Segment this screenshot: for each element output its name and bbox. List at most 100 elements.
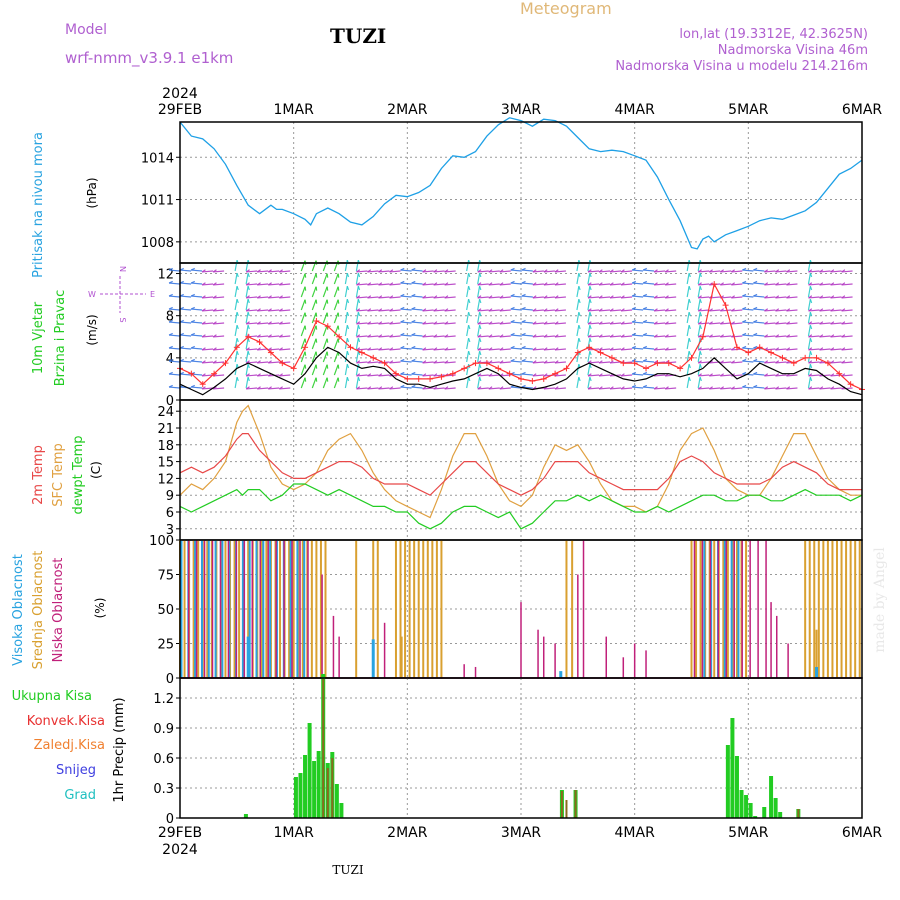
wind-arrowhead xyxy=(278,308,283,312)
wind-arrow xyxy=(367,270,379,273)
wind-arrow xyxy=(587,351,591,363)
compass-south: S xyxy=(118,317,127,322)
wind-arrowhead xyxy=(699,285,702,291)
wind-arrow xyxy=(488,270,500,273)
wind-arrow xyxy=(587,270,600,273)
wind-arrowhead xyxy=(753,358,758,362)
wind-arrowhead xyxy=(201,347,206,351)
wind-arrow xyxy=(665,322,677,325)
wind-arrow xyxy=(422,387,434,390)
wind-arrow xyxy=(268,283,280,286)
wind-arrow xyxy=(841,270,853,273)
wind-arrow xyxy=(234,286,238,298)
wind-arrowhead xyxy=(532,347,537,351)
wind-arrow xyxy=(213,309,225,312)
wind-arrowhead xyxy=(699,350,702,356)
wind-arrow xyxy=(311,260,317,272)
wind-arrowhead xyxy=(168,384,173,388)
wind-arrowhead xyxy=(620,347,625,351)
wind-arrow xyxy=(753,308,765,311)
wind-arrowhead xyxy=(764,308,769,312)
wind-arrowhead xyxy=(357,285,361,291)
wind-arrowhead xyxy=(236,350,239,356)
wind-arrow xyxy=(819,283,831,286)
wind-arrowhead xyxy=(841,308,846,312)
wind-arrowhead xyxy=(653,308,658,312)
wind-arrow xyxy=(775,374,787,377)
wind-arrowhead xyxy=(444,334,449,338)
wind-arrowhead xyxy=(278,373,283,377)
wind-arrow xyxy=(279,335,291,338)
wind-arrowhead xyxy=(521,280,526,284)
wind-arrow xyxy=(213,387,225,390)
wind-arrowhead xyxy=(236,272,239,278)
wind-arrowhead xyxy=(775,321,780,325)
y-tick-label: 100 xyxy=(149,534,174,549)
wind-arrowhead xyxy=(267,334,272,338)
wind-arrow xyxy=(510,295,522,298)
wind-arrowhead xyxy=(510,306,515,310)
wind-arrowhead xyxy=(479,298,482,304)
precip-total-bar xyxy=(773,798,778,818)
wind-arrow xyxy=(367,374,379,377)
wind-arrow xyxy=(510,282,522,285)
wind-arrowhead xyxy=(337,338,340,343)
wind-arrowhead xyxy=(809,376,813,382)
wind-arrow xyxy=(753,269,765,272)
wind-arrow xyxy=(444,387,456,390)
y-tick-label: 9 xyxy=(166,489,174,504)
wind-arrow xyxy=(311,299,317,311)
wind-arrow xyxy=(355,338,359,350)
wind-arrowhead xyxy=(367,321,372,325)
y-tick-label: 1008 xyxy=(141,236,174,251)
wind-arrowhead xyxy=(479,285,482,291)
wind-arrowhead xyxy=(819,295,824,299)
wind-arrow xyxy=(246,322,258,325)
wind-arrow xyxy=(191,282,203,285)
wind-arrowhead xyxy=(809,311,813,317)
wind-arrow xyxy=(234,260,238,272)
wind-arrow xyxy=(830,309,842,312)
wind-arrow xyxy=(191,321,203,324)
wind-arrowhead xyxy=(468,311,471,317)
wind-arrowhead xyxy=(543,373,548,377)
wind-arrowhead xyxy=(212,386,217,390)
wind-arrow xyxy=(510,360,522,363)
wind-arrow xyxy=(775,296,787,299)
wind-arrow xyxy=(191,295,203,298)
wind-arrowhead xyxy=(488,321,493,325)
wind-arrow xyxy=(731,361,743,364)
wind-arrow xyxy=(202,361,214,364)
wind-arrowhead xyxy=(245,269,250,273)
wind-arrowhead xyxy=(212,269,217,273)
wind-arrowhead xyxy=(775,295,780,299)
wind-arrow xyxy=(654,387,666,390)
wind-arrow xyxy=(333,299,339,311)
wind-arrow xyxy=(234,351,238,363)
wind-arrow xyxy=(587,309,600,312)
wind-arrow xyxy=(830,361,842,364)
wind-arrow xyxy=(202,309,214,312)
wind-arrow xyxy=(697,312,701,324)
wind-arrowhead xyxy=(201,282,206,286)
wind-arrowhead xyxy=(245,360,250,364)
wind-arrow xyxy=(686,286,690,298)
wind-arrowhead xyxy=(367,347,372,351)
wind-arrow xyxy=(191,347,203,350)
wind-arrow xyxy=(246,283,258,286)
wind-arrow xyxy=(720,335,732,338)
wind-arrowhead xyxy=(367,360,372,364)
wind-arrow xyxy=(367,283,379,286)
wind-arrowhead xyxy=(731,347,736,351)
wind-arrow xyxy=(499,283,511,286)
wind-arrowhead xyxy=(697,347,702,351)
wind-arrow xyxy=(466,299,470,311)
wind-arrowhead xyxy=(411,371,416,375)
wind-arrow xyxy=(532,322,544,325)
wind-arrowhead xyxy=(664,334,669,338)
wind-arrowhead xyxy=(809,350,813,356)
wind-arrow xyxy=(697,286,701,298)
wind-arrowhead xyxy=(819,282,824,286)
pressure-line xyxy=(179,117,863,250)
wind-arrow xyxy=(322,325,328,337)
